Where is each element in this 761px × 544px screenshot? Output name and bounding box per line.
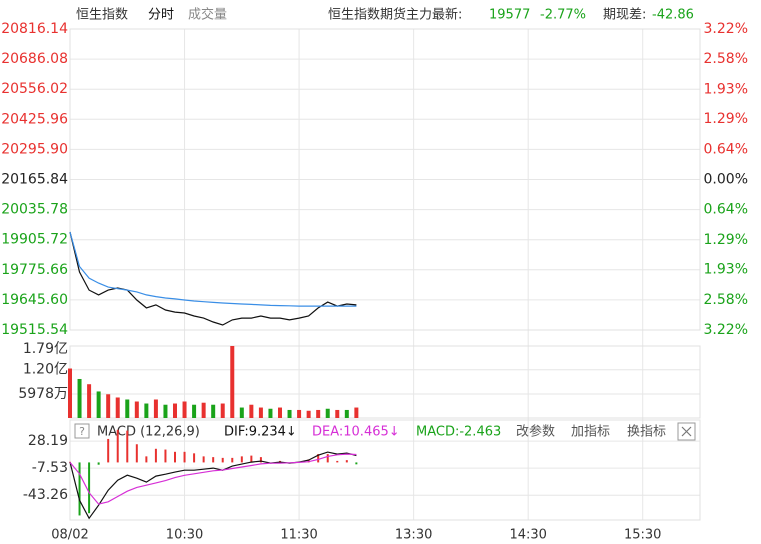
y-tick-label: 20425.96	[1, 111, 68, 127]
volume-bar	[144, 403, 149, 418]
volume-bar	[316, 409, 321, 418]
volume-bar	[325, 408, 330, 418]
y-tick-label: -43.26	[23, 487, 68, 503]
dea-label: DEA:10.465↓	[312, 425, 400, 440]
y-tick-label: 19905.72	[1, 232, 68, 248]
volume-bar	[287, 409, 292, 418]
volume-bar	[68, 368, 72, 418]
y-tick-label: 28.19	[28, 433, 68, 449]
volume-bar	[344, 409, 349, 418]
futures-price: 19577	[489, 8, 530, 23]
y-tick-label: 20035.78	[1, 202, 68, 218]
y2-tick-label: 0.64%	[704, 142, 748, 158]
volume-bar	[87, 384, 92, 418]
y-tick-label: 20686.08	[1, 51, 68, 67]
volume-bar	[106, 394, 111, 418]
y2-tick-label: 0.64%	[704, 201, 748, 217]
volume-bar	[153, 399, 158, 418]
volume-bar	[354, 407, 359, 418]
volume-bar	[211, 404, 216, 418]
y-tick-label: 19645.60	[1, 292, 68, 308]
volume-bar	[125, 399, 130, 418]
volume-bar	[297, 409, 302, 418]
y-tick-label: 20295.90	[1, 141, 68, 157]
y-tick-label: 20556.02	[1, 81, 68, 97]
y2-tick-label: 1.93%	[704, 262, 748, 278]
volume-bar	[249, 404, 254, 418]
macd-title: MACD (12,26,9)	[97, 425, 200, 440]
volume-bar	[230, 346, 235, 418]
volume-bar	[163, 404, 168, 418]
button[interactable]: 加指标	[571, 425, 610, 440]
x-tick-label: 14:30	[509, 528, 546, 543]
volume-bar	[335, 409, 340, 418]
price-frame	[69, 28, 701, 331]
close-icon	[681, 426, 692, 437]
volume-bar	[201, 402, 206, 418]
line-series	[69, 231, 357, 326]
x-tick-label: 11:30	[280, 528, 317, 543]
volume-bar	[192, 404, 197, 418]
volume-bar	[182, 401, 187, 418]
futures-change: -2.77%	[540, 8, 586, 23]
volume-bar	[278, 407, 282, 418]
help-icon[interactable]	[74, 423, 90, 439]
x-tick-label: 10:30	[166, 528, 203, 543]
y-tick-label: 19775.66	[1, 262, 68, 278]
x-tick-label: 15:30	[624, 528, 661, 543]
y-tick-label: 5978万	[18, 386, 68, 402]
y2-tick-label: 1.29%	[704, 232, 748, 248]
volume-bar	[220, 403, 225, 418]
y-tick-label: 1.79亿	[23, 341, 68, 357]
y2-tick-label: 2.58%	[704, 292, 748, 308]
y2-tick-label: 1.93%	[704, 81, 748, 97]
volume-bar	[268, 408, 273, 418]
line-series	[69, 451, 357, 520]
macd-frame	[69, 419, 701, 521]
volume-bar	[306, 410, 311, 418]
y-tick-label: 20165.84	[1, 172, 68, 188]
y2-tick-label: 2.58%	[704, 51, 748, 67]
y2-tick-label: 3.22%	[704, 322, 748, 338]
button[interactable]: 换指标	[627, 425, 666, 440]
spread-value: -42.86	[652, 8, 694, 23]
button[interactable]: 改参数	[516, 424, 555, 440]
y2-tick-label: 0.00%	[704, 172, 748, 188]
y-tick-label: -7.53	[32, 460, 68, 476]
y2-tick-label: 1.29%	[704, 111, 748, 127]
futures-label: 恒生指数期货主力最新:	[328, 7, 462, 23]
y2-tick-label: 3.22%	[704, 21, 748, 37]
spread-label: 期现差:	[603, 8, 646, 23]
volume-bar	[258, 407, 263, 418]
volume-bar	[134, 401, 139, 418]
tab-active[interactable]: 分时	[148, 8, 174, 23]
y-tick-label: 19515.54	[1, 322, 68, 338]
y-tick-label: 20816.14	[1, 21, 68, 37]
volume-bar	[239, 407, 244, 418]
line-series	[69, 231, 357, 307]
volume-bar	[173, 403, 177, 418]
x-tick-label: 13:30	[395, 528, 432, 543]
line-series	[69, 453, 357, 505]
volume-bar	[115, 397, 120, 418]
macd-label: MACD:-2.463	[416, 425, 501, 440]
tab-other[interactable]: 成交量	[188, 7, 227, 23]
macd-label-clip: DEA:10.465↓ MACD:-2.463	[312, 425, 501, 440]
volume-bar	[77, 378, 82, 418]
help-icon-glyph: ?	[79, 425, 85, 438]
volume-bar	[96, 391, 101, 418]
index-name: 恒生指数	[76, 8, 128, 23]
y-tick-label: 1.20亿	[23, 362, 68, 378]
dif-label: DIF:9.234↓	[224, 425, 297, 440]
x-tick-label: 08/02	[51, 528, 88, 543]
